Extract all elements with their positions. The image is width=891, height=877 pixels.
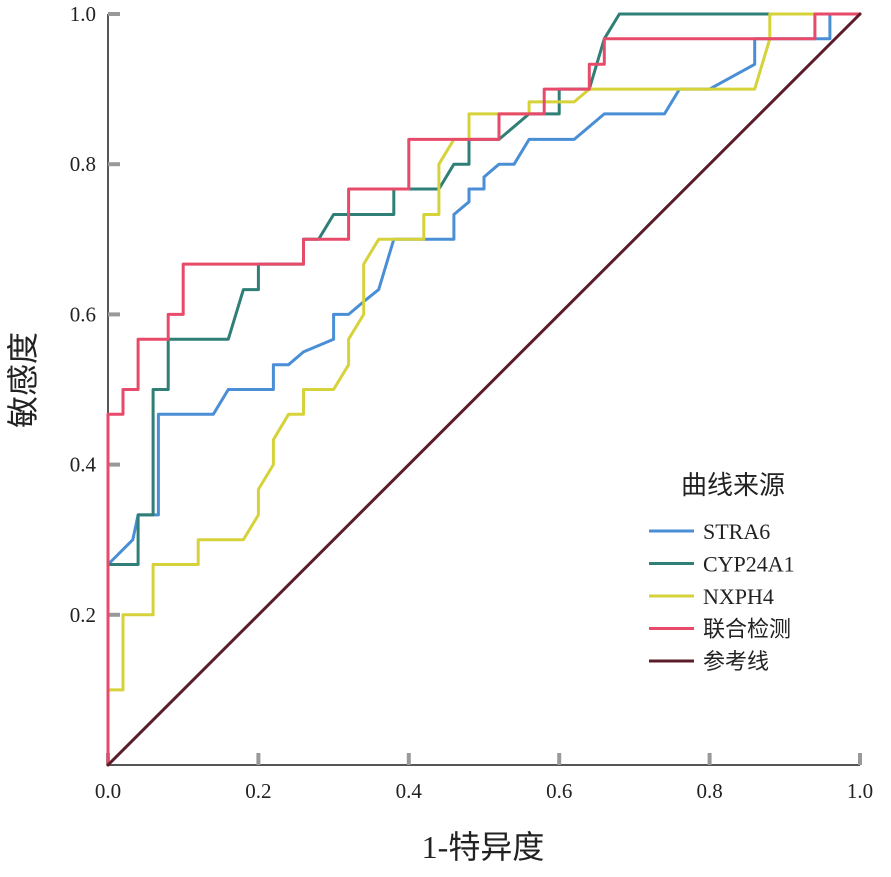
y-axis-title: 敏感度 bbox=[5, 332, 41, 428]
legend-label: NXPH4 bbox=[703, 584, 774, 609]
legend-label: STRA6 bbox=[703, 519, 770, 544]
x-tick-label: 0.6 bbox=[546, 779, 572, 803]
series-layer bbox=[106, 12, 862, 767]
y-tick-label: 0.8 bbox=[70, 152, 96, 176]
x-tick-label: 0.0 bbox=[95, 779, 121, 803]
y-tick-label: 0.2 bbox=[70, 603, 96, 627]
legend-title: 曲线来源 bbox=[681, 471, 785, 500]
legend-label: CYP24A1 bbox=[703, 552, 795, 577]
x-tick-label: 1.0 bbox=[847, 779, 873, 803]
y-tick-label: 0.6 bbox=[70, 302, 96, 326]
x-tick-label: 0.4 bbox=[396, 779, 423, 803]
x-tick-label: 0.8 bbox=[696, 779, 722, 803]
y-tick-label: 1.0 bbox=[70, 2, 96, 26]
y-tick-label: 0.4 bbox=[70, 453, 97, 477]
series-line-combined bbox=[106, 12, 862, 767]
legend-label: 参考线 bbox=[703, 649, 769, 674]
x-axis-title: 1-特异度 bbox=[422, 829, 545, 865]
series-line-reference bbox=[106, 12, 862, 767]
series-line-cyp24a1 bbox=[106, 12, 862, 767]
axes-layer: 0.0 0.2 0.4 0.6 0.8 1.0 0.2 0.4 0.6 0.8 1.0 bbox=[70, 2, 873, 803]
x-tick-label: 0.2 bbox=[245, 779, 271, 803]
series-line-nxph4 bbox=[106, 12, 862, 767]
legend-label: 联合检测 bbox=[703, 617, 791, 642]
